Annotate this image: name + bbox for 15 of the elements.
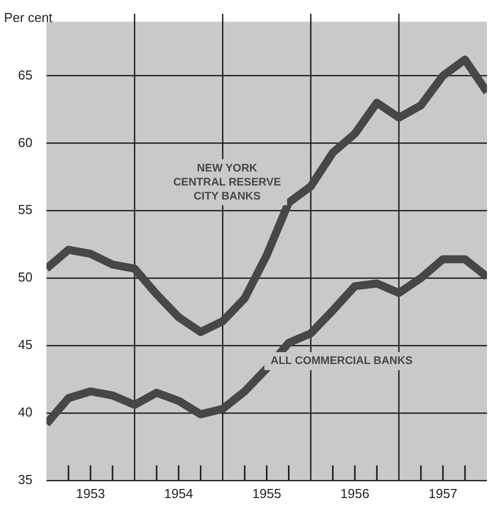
y-tick-label: 55	[18, 202, 32, 218]
x-tick-label: 1957	[428, 486, 458, 501]
x-tick-label: 1954	[164, 486, 194, 501]
series-label: ALL COMMERCIAL BANKS	[270, 355, 413, 368]
y-tick-label: 50	[18, 270, 32, 285]
y-tick-label: 65	[18, 67, 32, 82]
x-tick-label: 1956	[340, 486, 370, 501]
x-tick-label: 1953	[76, 486, 105, 501]
x-tick-label: 1955	[252, 486, 282, 501]
y-tick-label: 45	[18, 337, 32, 352]
series-label: NEW YORK CENTRAL RESERVE CITY BANKS	[173, 162, 281, 202]
y-tick-label: 60	[18, 134, 32, 150]
y-axis-title: Per cent	[4, 10, 53, 26]
y-tick-label: 35	[18, 472, 32, 487]
y-tick-label: 40	[18, 404, 32, 420]
